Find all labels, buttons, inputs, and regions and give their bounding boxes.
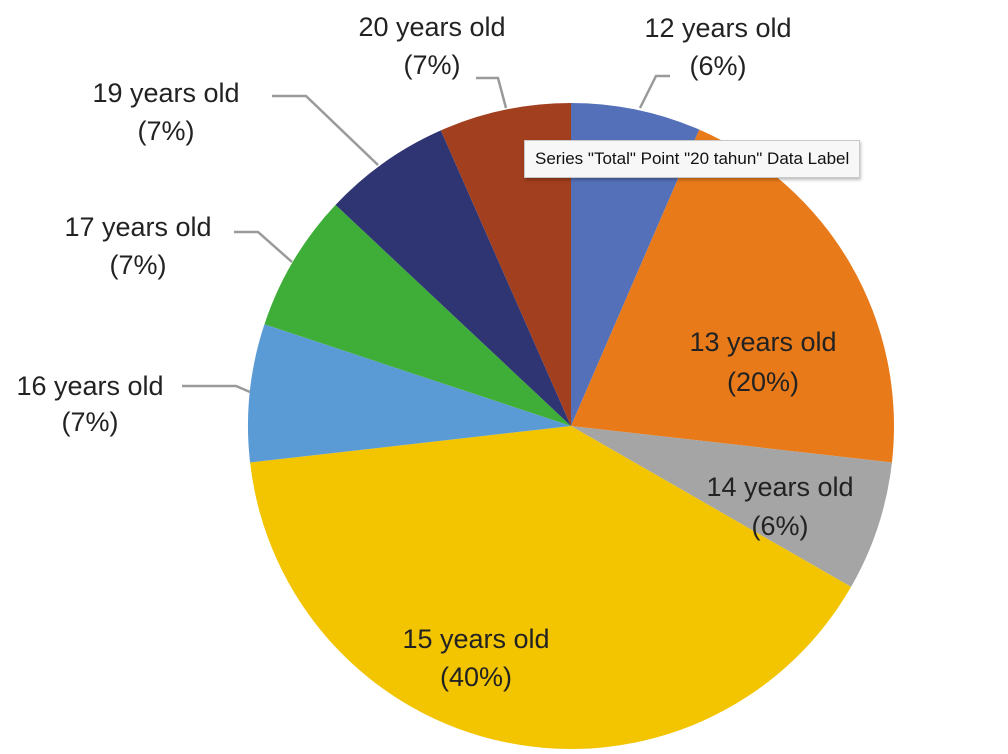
slice-label[interactable]: 20 years old <box>358 12 505 42</box>
pie-slice-14-years-old[interactable] <box>571 426 892 587</box>
pie-slice-19-years-old[interactable] <box>335 130 571 426</box>
slice-percent-label[interactable]: (20%) <box>727 367 799 397</box>
pie-slice-13-years-old[interactable] <box>571 129 895 463</box>
leader-line <box>476 76 508 109</box>
pie-slice-20-years-old[interactable] <box>440 103 571 426</box>
slice-percent-label[interactable]: (7%) <box>61 407 118 437</box>
slice-percent-label[interactable]: (6%) <box>751 511 808 541</box>
data-labels: 12 years old (6%) 13 years old (20%) 14 year… <box>16 12 853 692</box>
slice-percent-label[interactable]: (7%) <box>403 50 460 80</box>
slice-label[interactable]: 13 years old <box>689 327 836 357</box>
slice-label[interactable]: 16 years old <box>16 371 163 401</box>
data-label-tooltip: Series "Total" Point "20 tahun" Data Lab… <box>524 140 861 178</box>
pie-slice-16-years-old[interactable] <box>247 324 571 463</box>
slice-label[interactable]: 15 years old <box>402 624 549 654</box>
pie-slice-15-years-old[interactable] <box>250 426 852 749</box>
slice-label[interactable]: 14 years old <box>706 472 853 502</box>
leader-line <box>272 94 379 166</box>
leader-line <box>638 74 670 109</box>
pie-slices <box>247 103 895 749</box>
slice-label[interactable]: 17 years old <box>64 212 211 242</box>
slice-percent-label[interactable]: (6%) <box>689 51 746 81</box>
leader-lines <box>182 74 670 394</box>
slice-label[interactable]: 19 years old <box>92 78 239 108</box>
pie-slice-17-years-old[interactable] <box>264 204 571 426</box>
slice-percent-label[interactable]: (40%) <box>440 662 512 692</box>
leader-line <box>182 384 251 394</box>
slice-percent-label[interactable]: (7%) <box>109 250 166 280</box>
pie-slice-12-years-old[interactable] <box>571 103 700 426</box>
leader-line <box>234 230 293 263</box>
slice-percent-label[interactable]: (7%) <box>137 116 194 146</box>
slice-label[interactable]: 12 years old <box>644 13 791 43</box>
